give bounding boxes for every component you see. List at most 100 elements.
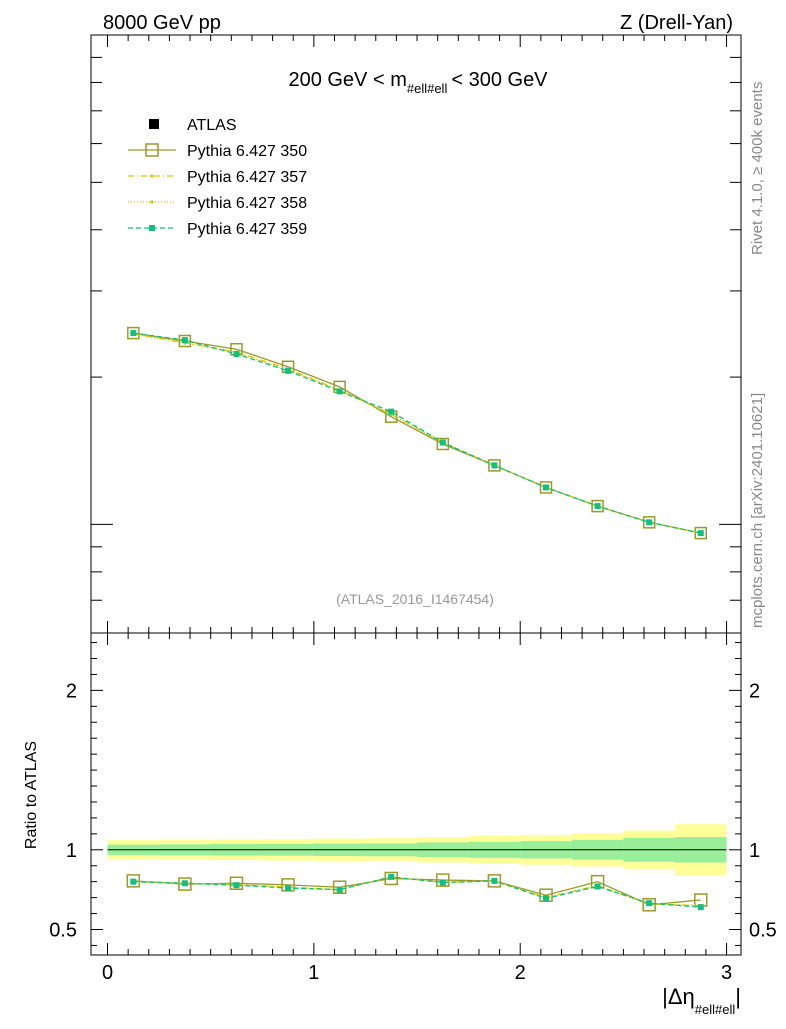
main-series-line <box>133 332 701 534</box>
main-point <box>543 484 549 491</box>
header-right: Z (Drell-Yan) <box>620 12 733 34</box>
main-title-suffix: < 300 GeV <box>451 69 548 91</box>
ratio-series-line <box>133 876 701 907</box>
ratio-point <box>233 882 240 889</box>
main-point <box>694 526 708 540</box>
main-point <box>488 459 501 472</box>
main-series-3 <box>131 332 703 535</box>
legend-entry: Pythia 6.427 358 <box>128 195 307 212</box>
ratio-y-ticks: 0.5 0.5 1 1 2 2 <box>49 642 777 946</box>
ratio-series-line <box>133 876 701 908</box>
ratio-point <box>181 880 188 887</box>
main-point <box>233 350 240 357</box>
legend-label: ATLAS <box>187 117 237 134</box>
ratio-frame <box>90 632 742 956</box>
ratio-point <box>646 900 653 907</box>
ratio-y-tick-label: 1 <box>66 840 77 862</box>
legend-entry: ATLAS <box>149 117 237 134</box>
main-series-line <box>133 333 701 534</box>
x-tick-label: 3 <box>721 962 732 984</box>
header-left: 8000 GeV pp <box>103 12 221 34</box>
legend-label: Pythia 6.427 358 <box>187 195 307 212</box>
xlabel-text: |Δη <box>662 984 695 1009</box>
ratio-y-tick-label-right: 0.5 <box>749 919 777 941</box>
x-tick-label: 2 <box>515 962 526 984</box>
main-series-line <box>133 333 701 534</box>
main-point <box>591 499 604 513</box>
legend-label: Pythia 6.427 357 <box>187 169 307 186</box>
legend-marker <box>150 200 154 204</box>
xlabel-sub: #ell#ell <box>695 1002 736 1017</box>
main-point <box>539 481 553 494</box>
main-point <box>491 462 498 469</box>
legend-marker <box>150 174 154 178</box>
main-point <box>285 367 292 374</box>
ratio-xlabel: |Δη#ell#ell| <box>662 984 741 1017</box>
legend-label: Pythia 6.427 359 <box>187 221 307 238</box>
main-title: 200 GeV < m#ell#ell < 300 GeV <box>288 69 548 96</box>
ratio-panel: 0.5 0.5 1 1 2 2 0 1 2 3 Ratio to ATLAS |Δη#ell#e… <box>23 632 777 1017</box>
ratio-x-ticks: 0 1 2 3 <box>102 633 732 984</box>
ratio-point <box>384 871 398 886</box>
ratio-point <box>130 878 137 885</box>
watermark: (ATLAS_2016_I1467454) <box>336 591 494 607</box>
main-x-ticks <box>107 35 728 633</box>
main-series-1 <box>127 326 708 540</box>
main-title-text: 200 GeV < m <box>288 69 406 91</box>
main-point <box>642 516 656 529</box>
ratio-point <box>439 879 446 886</box>
legend-entry: Pythia 6.427 357 <box>128 169 307 186</box>
mcplots-label: mcplots.cern.ch [arXiv:2401.10621] <box>749 393 766 628</box>
x-tick-label: 1 <box>308 962 319 984</box>
ratio-point <box>594 883 601 890</box>
main-point <box>646 519 653 526</box>
main-point <box>439 439 446 446</box>
ratio-point <box>543 895 549 902</box>
main-title-sub: #ell#ell <box>407 81 448 96</box>
ratio-point <box>388 873 395 880</box>
legend-entry: Pythia 6.427 350 <box>128 143 307 160</box>
x-tick-label: 0 <box>102 962 113 984</box>
main-series-4 <box>130 330 704 537</box>
main-series-line <box>133 332 701 534</box>
main-point <box>181 337 188 344</box>
ratio-series-2 <box>131 875 703 908</box>
ratio-point <box>491 877 498 884</box>
main-y-ticks <box>91 34 741 634</box>
legend-marker <box>145 143 159 157</box>
main-point <box>130 330 137 337</box>
main-panel: 200 GeV < m#ell#ell < 300 GeV (ATLAS_2016… <box>90 34 742 634</box>
legend-entry: Pythia 6.427 359 <box>128 221 307 238</box>
xlabel-suffix: | <box>735 984 741 1009</box>
legend: ATLAS Pythia 6.427 350 Pythia 6.427 357 Pyt… <box>128 117 307 238</box>
ratio-y-tick-label-right: 1 <box>749 840 760 862</box>
ratio-series-3 <box>130 873 704 911</box>
main-point <box>127 326 140 340</box>
ratio-point <box>229 876 244 891</box>
ratio-y-tick-label: 0.5 <box>49 919 77 941</box>
ratio-series-0 <box>126 871 708 912</box>
main-point <box>594 503 601 510</box>
main-point <box>336 388 343 395</box>
ratio-series-line <box>133 876 701 907</box>
ratio-point <box>697 904 704 911</box>
main-point <box>436 437 450 451</box>
legend-label: Pythia 6.427 350 <box>187 143 307 160</box>
ratio-point <box>285 885 292 892</box>
ratio-point <box>332 880 347 895</box>
rivet-label: Rivet 4.1.0, ≥ 400k events <box>749 82 766 255</box>
main-point <box>697 530 704 537</box>
ratio-y-tick-label-right: 2 <box>749 680 760 702</box>
ratio-series <box>126 871 708 912</box>
ratio-point <box>126 874 141 888</box>
ratio-y-tick-label: 2 <box>66 680 77 702</box>
legend-marker <box>149 119 159 129</box>
main-point <box>388 408 395 415</box>
main-series-2 <box>131 332 703 535</box>
legend-marker <box>149 225 155 231</box>
ratio-ylabel: Ratio to ATLAS <box>23 741 40 849</box>
main-series <box>127 326 708 540</box>
ratio-point <box>336 886 343 893</box>
